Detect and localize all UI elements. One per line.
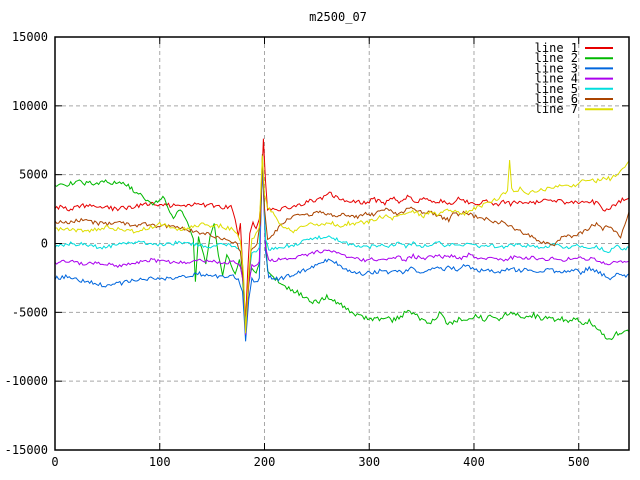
legend-label: line 7	[535, 102, 578, 116]
y-axis-labels: -15000 -10000 -5000 0 5000 10000 15000	[5, 30, 48, 457]
series-line-2	[54, 161, 630, 341]
x-tick-label: 100	[149, 455, 171, 469]
legend-label: line 5	[535, 82, 578, 96]
grid-lines	[55, 37, 629, 450]
y-tick-label: 10000	[12, 99, 48, 113]
y-tick-label: -10000	[5, 374, 48, 388]
y-tick-label: 15000	[12, 30, 48, 44]
series-line-6	[54, 154, 630, 332]
y-tick-label: -15000	[5, 443, 48, 457]
y-tick-label: -5000	[12, 305, 48, 319]
legend-label: line 1	[535, 41, 578, 55]
series-line-5	[54, 156, 630, 331]
legend-label: line 2	[535, 51, 578, 65]
axis-ticks	[54, 36, 629, 451]
x-tick-label: 0	[51, 455, 58, 469]
legend-label: line 3	[535, 61, 578, 75]
chart-title: m2500_07	[309, 10, 367, 24]
legend-label: line 4	[535, 72, 578, 86]
x-tick-label: 200	[254, 455, 276, 469]
series-line-3	[54, 163, 630, 342]
series-line-1	[54, 138, 630, 322]
legend-label: line 6	[535, 92, 578, 106]
x-tick-label: 500	[568, 455, 590, 469]
x-axis-labels: 0 100 200 300 400 500	[51, 455, 589, 469]
x-tick-label: 400	[463, 455, 485, 469]
data-series	[54, 138, 630, 342]
series-line-4	[54, 158, 630, 335]
y-tick-label: 5000	[19, 168, 48, 182]
series-line-7	[54, 155, 630, 334]
y-tick-label: 0	[41, 237, 48, 251]
x-tick-label: 300	[358, 455, 380, 469]
